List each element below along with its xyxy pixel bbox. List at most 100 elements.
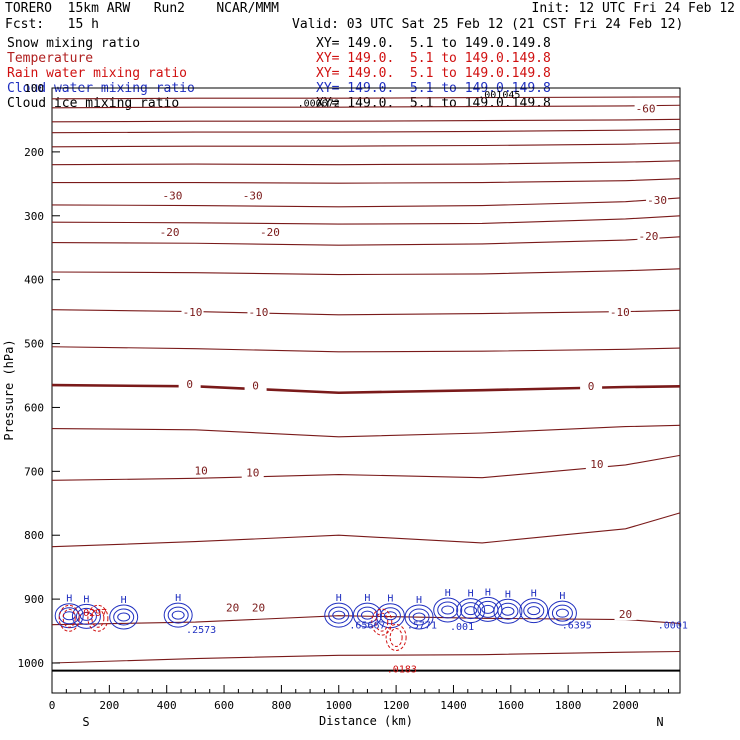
header-valid: Valid: 03 UTC Sat 25 Feb 12 (21 CST Fri …	[292, 17, 684, 32]
cloud-water-max-marker: H	[485, 587, 491, 598]
cloud-water-max-marker: H	[336, 593, 342, 604]
cloud-water-contour	[404, 604, 434, 630]
cloud-water-contour	[497, 602, 519, 620]
x-tick-label: 1800	[555, 699, 582, 712]
cloud-water-max-marker: H	[468, 589, 474, 600]
temperature-contour-label: 10	[194, 464, 207, 477]
header-fcst: Fcst: 15 h	[5, 17, 99, 32]
x-axis-title: Distance (km)	[319, 714, 413, 728]
rain-water-contour	[389, 627, 403, 647]
temperature-contour-label: -10	[249, 306, 269, 319]
temperature-contour--50	[51, 128, 681, 134]
cloud-water-contour	[412, 612, 426, 622]
rain-water-contour	[91, 608, 105, 628]
contour-label-bg	[190, 464, 213, 477]
max-value-label: .000672	[298, 98, 340, 109]
temperature-contour-20	[51, 615, 681, 626]
rain-water-contour	[62, 608, 76, 628]
cloud-water-contour	[71, 603, 101, 629]
temperature-contour-5	[51, 424, 681, 438]
cloud-water-contour	[167, 606, 189, 624]
contour-label-bg	[161, 189, 184, 202]
max-value-label: .001	[450, 622, 474, 633]
temperature-contour-label: -20	[260, 226, 280, 239]
temperature-contour--60	[51, 104, 681, 109]
contour-label-bg	[585, 457, 608, 470]
cloud-water-contour	[383, 611, 397, 621]
x-tick-label: 600	[214, 699, 234, 712]
y-tick-label: 600	[24, 401, 44, 414]
contour-label-bg	[608, 305, 631, 318]
contour-label-bg	[247, 601, 270, 614]
cloud-water-contour	[379, 607, 401, 625]
cloud-water-contour	[555, 608, 569, 618]
legend-rain-label: Rain water mixing ratio	[7, 66, 188, 81]
cloud-water-contour	[117, 612, 131, 622]
cloud-water-contour	[493, 598, 523, 624]
temperature-contour--30	[51, 197, 681, 208]
x-tick-label: 1400	[440, 699, 467, 712]
cloud-water-contour	[360, 610, 374, 620]
rain-water-contour	[58, 604, 80, 632]
cloud-water-max-marker: H	[531, 589, 537, 600]
max-value-label: .2573	[186, 625, 216, 636]
cloud-water-contour	[163, 602, 193, 628]
cloud-water-max-marker: H	[445, 588, 451, 599]
temperature-contour--20	[51, 236, 681, 246]
contour-label-bg	[634, 102, 657, 115]
cloud-water-contour	[332, 610, 346, 620]
temperature-contour-10	[51, 454, 681, 481]
temperature-contour--25	[51, 215, 681, 225]
y-tick-label: 500	[24, 338, 44, 351]
legend-temperature-label: Temperature	[7, 51, 94, 66]
temperature-contour-label: -60	[636, 103, 656, 116]
contour-label-bg	[637, 229, 660, 242]
contour-label-bg	[580, 380, 603, 392]
temperature-contour--55	[51, 118, 681, 123]
cloud-water-max-marker: H	[416, 595, 422, 606]
x-tick-label: 0	[49, 699, 56, 712]
cloud-water-contour	[75, 607, 97, 625]
contour-label-bg	[221, 601, 244, 614]
temperature-contour-label: -20	[639, 230, 659, 243]
cloud-water-contour	[437, 601, 459, 619]
temperature-contour-label: -30	[243, 190, 263, 203]
x-tick-label: 1600	[498, 699, 525, 712]
cloud-water-contour	[519, 598, 549, 624]
rain-water-contour	[385, 623, 407, 651]
temperature-contour-label: 20	[226, 602, 239, 615]
max-value-label: .001045	[478, 90, 520, 101]
temperature-contour-label: -20	[160, 226, 180, 239]
cloud-water-max-marker: H	[83, 594, 89, 605]
cloud-water-contour	[460, 602, 482, 620]
contour-label-bg	[181, 305, 204, 318]
y-axis-title: Pressure (hPa)	[2, 339, 16, 440]
temperature-contour-label: 10	[246, 466, 259, 479]
contour-label-bg	[158, 226, 181, 239]
max-value-label: .0297	[77, 608, 107, 619]
contour-label-bg	[241, 189, 264, 202]
cloud-water-max-marker: H	[387, 594, 393, 605]
cloud-water-max-marker: H	[66, 594, 72, 605]
cloud-water-contour	[408, 608, 430, 626]
cloud-water-max-marker: H	[121, 595, 127, 606]
cloud-water-max-marker: H	[364, 593, 370, 604]
cloud-water-contour	[501, 606, 515, 616]
cloud-water-contour	[547, 600, 577, 626]
y-tick-label: 700	[24, 465, 44, 478]
temperature-contour-label: 0	[252, 379, 259, 392]
temperature-contour-25	[51, 650, 681, 664]
cloud-water-contour	[464, 606, 478, 616]
plot-frame	[51, 87, 681, 694]
legend-snow-xy: XY= 149.0. 5.1 to 149.0.149.8	[316, 36, 551, 51]
temperature-contour--40	[51, 160, 681, 166]
contour-label-bg	[247, 305, 270, 318]
y-tick-label: 300	[24, 210, 44, 223]
rain-water-contour	[371, 608, 393, 636]
temperature-contour-label: -30	[163, 190, 183, 203]
temperature-contour--15	[51, 268, 681, 276]
cloud-water-contour	[324, 602, 354, 628]
cloud-water-max-marker: H	[505, 589, 511, 600]
cloud-water-contour	[473, 596, 503, 622]
